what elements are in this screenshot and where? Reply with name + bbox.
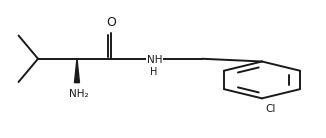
Text: NH₂: NH₂	[69, 89, 88, 99]
Text: NH: NH	[147, 55, 162, 65]
Text: Cl: Cl	[265, 104, 275, 114]
Text: O: O	[106, 16, 116, 29]
Text: H: H	[150, 67, 157, 77]
Polygon shape	[75, 59, 80, 83]
